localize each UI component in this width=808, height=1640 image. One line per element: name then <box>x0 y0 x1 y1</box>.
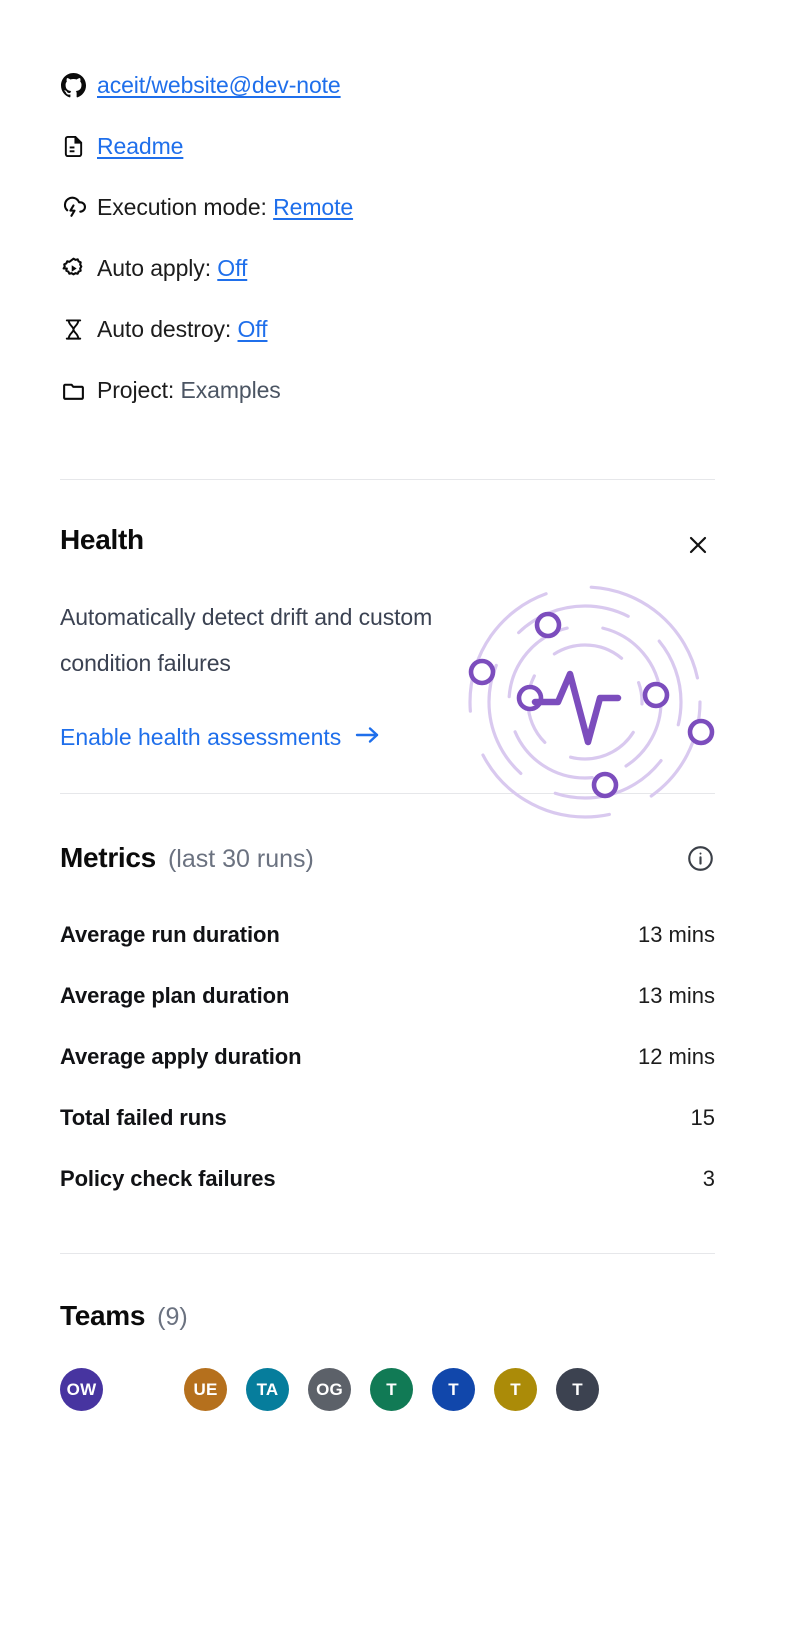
teams-title: Teams <box>60 1300 146 1331</box>
divider-teams <box>60 1253 715 1254</box>
teams-count: (9) <box>157 1303 188 1331</box>
avatar-initials: RT <box>131 1379 156 1399</box>
auto-apply-label: Auto apply: Off <box>97 255 247 282</box>
github-icon <box>60 73 86 99</box>
divider-metrics <box>60 793 715 794</box>
avatar[interactable]: T <box>370 1368 413 1411</box>
metric-row: Total failed runs 15 <box>60 1087 715 1148</box>
repository-link[interactable]: aceit/website@dev-note <box>97 72 341 99</box>
metric-row: Average run duration 13 mins <box>60 904 715 965</box>
execution-mode-label: Execution mode: Remote <box>97 194 353 221</box>
meta-row-repository: aceit/website@dev-note <box>60 55 715 116</box>
avatar[interactable]: OW <box>60 1368 103 1411</box>
readme-link-label[interactable]: Readme <box>97 133 184 159</box>
metric-value: 13 mins <box>637 982 715 1008</box>
avatar[interactable]: RT <box>122 1368 165 1411</box>
metric-value: 15 <box>690 1104 715 1130</box>
health-title: Health <box>60 524 144 555</box>
divider-health <box>60 479 715 480</box>
hourglass-icon <box>60 317 86 343</box>
avatar[interactable]: T <box>494 1368 537 1411</box>
avatar[interactable]: OG <box>308 1368 351 1411</box>
metrics-section: Metrics (last 30 runs) Average run durat… <box>60 794 715 1209</box>
auto-apply-value-link[interactable]: Off <box>217 255 248 281</box>
avatar-initials: OG <box>316 1379 343 1399</box>
metric-row: Policy check failures 3 <box>60 1148 715 1209</box>
metric-row: Average apply duration 12 mins <box>60 1026 715 1087</box>
meta-row-auto-apply: Auto apply: Off <box>60 238 715 299</box>
meta-row-auto-destroy: Auto destroy: Off <box>60 299 715 360</box>
metric-label: Average apply duration <box>60 1043 302 1069</box>
avatar-initials: T <box>572 1379 583 1399</box>
workspace-meta-list: aceit/website@dev-note Readme <box>60 0 715 421</box>
health-pulse-rings-illustration <box>460 572 720 832</box>
auto-destroy-value-link[interactable]: Off <box>237 316 268 342</box>
auto-destroy-label-text: Auto destroy: <box>97 316 232 342</box>
meta-row-readme: Readme <box>60 116 715 177</box>
metric-value: 3 <box>702 1165 715 1191</box>
avatar[interactable]: T <box>556 1368 599 1411</box>
metric-row: Average plan duration 13 mins <box>60 965 715 1026</box>
metrics-list: Average run duration 13 mins Average pla… <box>60 904 715 1209</box>
metric-value: 13 mins <box>637 921 715 947</box>
auto-apply-label-text: Auto apply: <box>97 255 211 281</box>
project-label-text: Project: <box>97 377 175 403</box>
health-section: Health Automatically detect drift and cu… <box>60 480 715 819</box>
teams-avatar-row: OW RT UE TA OG T T T T <box>60 1368 715 1411</box>
avatar-initials: T <box>448 1379 459 1399</box>
metric-label: Policy check failures <box>60 1165 276 1191</box>
meta-row-project: Project: Examples <box>60 360 715 421</box>
avatar-initials: TA <box>256 1379 279 1399</box>
metrics-subtitle: (last 30 runs) <box>167 845 314 873</box>
project-value: Examples <box>180 377 281 403</box>
enable-health-assessments-label: Enable health assessments <box>60 724 342 750</box>
close-icon[interactable] <box>683 530 713 560</box>
avatar[interactable]: T <box>432 1368 475 1411</box>
avatar-initials: T <box>510 1379 521 1399</box>
avatar[interactable]: TA <box>246 1368 289 1411</box>
meta-row-execution-mode: Execution mode: Remote <box>60 177 715 238</box>
arrow-right-icon <box>355 724 381 751</box>
metric-label: Average plan duration <box>60 982 290 1008</box>
avatar-initials: OW <box>66 1379 97 1399</box>
folder-icon <box>60 378 86 404</box>
health-description: Automatically detect drift and custom co… <box>60 604 433 676</box>
readme-document-icon <box>60 134 86 160</box>
avatar-initials: T <box>386 1379 397 1399</box>
avatar-initials: UE <box>193 1379 218 1399</box>
info-icon[interactable] <box>685 843 715 873</box>
enable-health-assessments-link[interactable]: Enable health assessments <box>60 724 381 751</box>
metric-label: Total failed runs <box>60 1104 227 1130</box>
metric-label: Average run duration <box>60 921 280 947</box>
cloud-lightning-icon <box>60 195 86 221</box>
gear-play-icon <box>60 256 86 282</box>
metrics-title: Metrics <box>60 842 156 873</box>
repository-link-label[interactable]: aceit/website@dev-note <box>97 72 341 98</box>
auto-destroy-label: Auto destroy: Off <box>97 316 268 343</box>
avatar[interactable]: UE <box>184 1368 227 1411</box>
metric-value: 12 mins <box>637 1043 715 1069</box>
readme-link[interactable]: Readme <box>97 133 183 160</box>
project-label: Project: Examples <box>97 377 281 404</box>
teams-section: Teams (9) OW RT UE TA OG T T T T <box>60 1254 715 1411</box>
execution-mode-label-text: Execution mode: <box>97 194 267 220</box>
execution-mode-value-link[interactable]: Remote <box>273 194 354 220</box>
